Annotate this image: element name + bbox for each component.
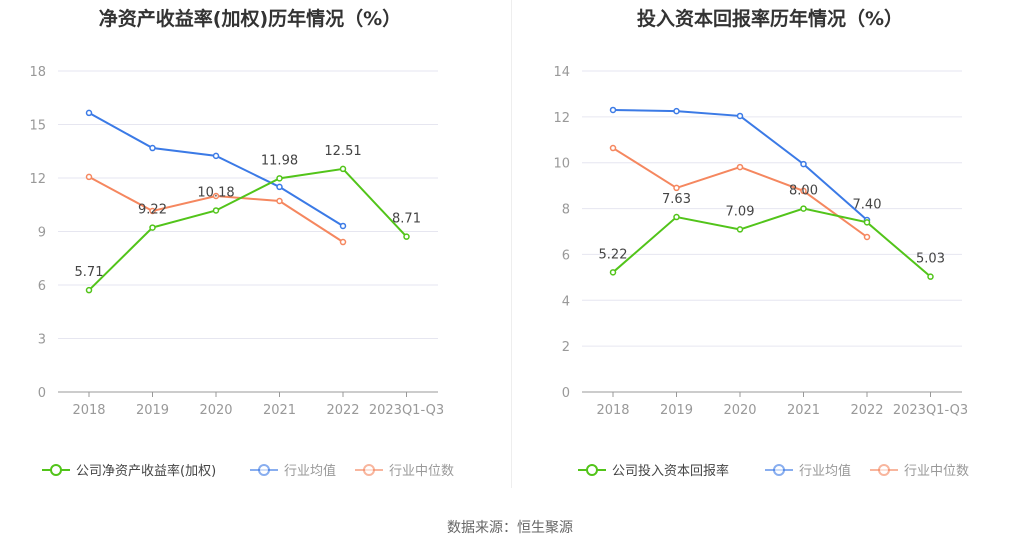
data-point [927,273,934,280]
data-point [339,238,347,246]
x-tick-label: 2020 [723,403,756,418]
divider [511,0,512,488]
legend-marker [363,464,375,476]
data-point [800,187,807,195]
x-tick-label: 2019 [660,403,693,418]
series-line [612,207,932,278]
data-point [736,112,744,120]
data-point [85,109,93,117]
data-point [276,175,283,182]
x-tick-label: 2020 [199,403,232,418]
chart-title-left: 净资产收益率(加权)历年情况（%） [98,8,402,30]
data-point [276,197,283,205]
x-tick-label: 2018 [596,403,629,418]
y-tick-label: 9 [38,226,46,241]
legend-marker [258,464,270,476]
x-tick-label: 2022 [850,403,883,418]
legend-marker [586,464,598,476]
data-point [339,222,347,230]
data-label: 8.71 [392,212,421,227]
x-tick-label: 2023Q1-Q3 [369,403,444,418]
data-label: 9.22 [138,203,167,218]
legend-marker [878,464,890,476]
legend-label: 行业中位数 [389,464,454,479]
y-tick-label: 12 [29,172,46,187]
data-point [403,233,410,240]
y-tick-label: 4 [562,294,570,309]
data-point [736,163,744,171]
series-line [612,147,868,238]
data-point [609,144,617,152]
data-point [800,205,807,212]
y-tick-label: 6 [38,279,46,294]
legend-marker [773,464,785,476]
legend-label: 行业中位数 [904,464,969,479]
legend-marker [50,464,62,476]
data-point [212,152,220,160]
data-point [149,144,156,152]
data-point [339,165,347,173]
data-point [149,207,156,215]
data-point [673,184,680,192]
data-point [800,160,807,168]
x-tick-label: 2023Q1-Q3 [893,403,968,418]
legend-label: 公司净资产收益率(加权) [76,463,216,479]
x-tick-label: 2018 [72,403,105,418]
data-point [212,207,220,214]
y-tick-label: 15 [29,119,46,134]
y-tick-label: 2 [562,340,570,355]
data-label: 11.98 [261,153,298,168]
y-tick-label: 18 [29,65,46,80]
data-point [85,173,93,181]
data-label: 7.09 [726,204,755,219]
x-tick-label: 2021 [787,403,820,418]
series-line [88,167,408,291]
x-tick-label: 2019 [136,403,169,418]
data-point [673,213,680,221]
data-point [149,224,156,231]
y-tick-label: 6 [562,248,570,263]
y-tick-label: 12 [553,111,570,126]
data-label: 7.63 [662,192,691,207]
data-source: 数据来源：恒生聚源 [447,520,573,536]
data-point [609,269,617,276]
legend-label: 公司投入资本回报率 [612,463,729,479]
data-label: 7.40 [853,197,882,212]
x-tick-label: 2022 [326,403,359,418]
y-tick-label: 0 [562,386,570,401]
data-point [736,226,744,233]
y-tick-label: 8 [562,203,570,218]
data-point [673,107,680,115]
y-tick-label: 10 [553,157,570,172]
data-point [276,183,283,191]
data-label: 8.00 [789,184,818,199]
data-point [863,233,871,241]
legend-label: 行业均值 [799,463,851,479]
y-tick-label: 0 [38,386,46,401]
x-tick-label: 2021 [263,403,296,418]
data-label: 5.03 [916,252,945,267]
data-point [609,106,617,114]
data-label: 5.22 [599,247,628,262]
data-label: 10.18 [197,185,234,200]
y-tick-label: 14 [553,65,570,80]
data-point [212,192,220,200]
data-label: 5.71 [75,265,104,280]
data-label: 12.51 [324,144,361,159]
data-point [85,286,93,294]
data-point [863,219,871,226]
y-tick-label: 3 [38,333,46,348]
legend-label: 行业均值 [284,463,336,479]
charts-canvas: 0 3 6 9 12 15 18 2018 2019 2020 2021 2022 2023Q1-Q3 5… [29,65,969,479]
chart-title-right: 投入资本回报率历年情况（%） [636,8,904,30]
